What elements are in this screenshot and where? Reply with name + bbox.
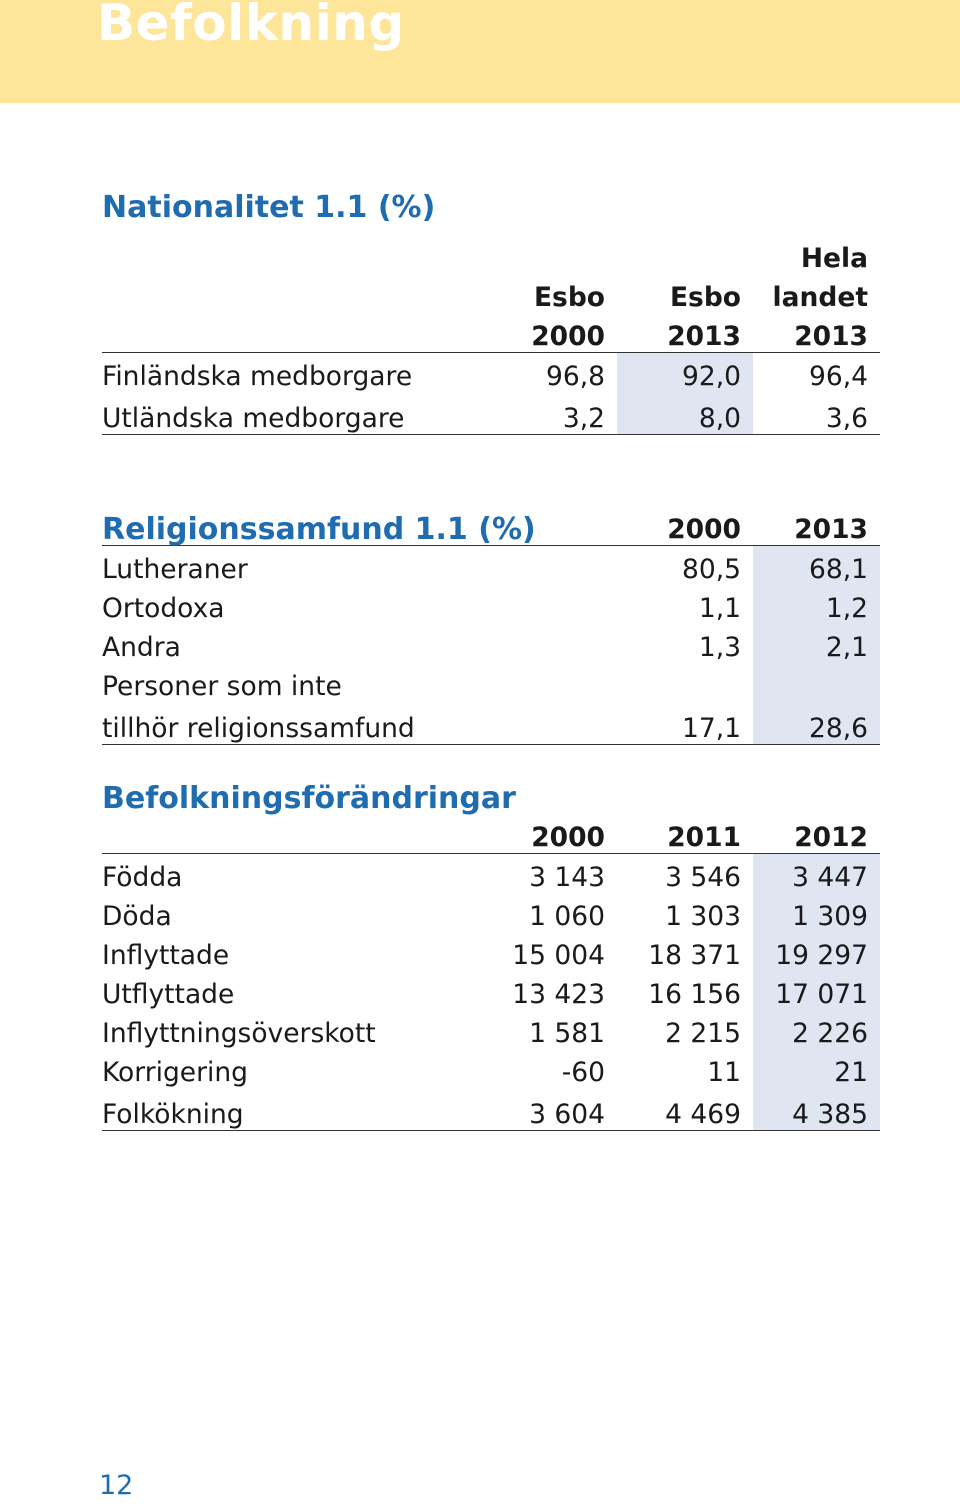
cell-value: 80,5: [681, 554, 741, 585]
religion-heading: Religionssamfund 1.1 (%): [102, 512, 536, 547]
row-label: Andra: [102, 632, 181, 663]
row-label-cont: tillhör religionssamfund: [102, 713, 415, 744]
table-row: Folkökning 3 604 4 469 4 385: [102, 1088, 880, 1131]
cell-value: 1,1: [698, 593, 741, 624]
header-row-1: Hela: [102, 235, 880, 274]
cell-value: 1 309: [753, 893, 880, 932]
row-label: Lutheraner: [102, 554, 248, 585]
cell-value: 15 004: [512, 940, 605, 971]
cell-value: 8,0: [617, 392, 753, 435]
cell-value: 1,2: [753, 585, 880, 624]
cell-value: 4 469: [665, 1099, 741, 1130]
cell-value: 92,0: [617, 352, 753, 392]
table-row: Döda 1 060 1 303 1 309: [102, 893, 880, 932]
col-header-year: 2013: [794, 321, 868, 352]
table-row: Utflyttade 13 423 16 156 17 071: [102, 971, 880, 1010]
cell-value: 19 297: [753, 932, 880, 971]
cell-value: -60: [561, 1057, 605, 1088]
cell-value: 2 215: [665, 1018, 741, 1049]
col-header-line2: Esbo: [669, 282, 741, 313]
cell-value: 16 156: [648, 979, 741, 1010]
population-change-heading: Befolkningsförändringar: [102, 781, 516, 816]
cell-value: 2 226: [753, 1010, 880, 1049]
population-change-section: Befolkningsförändringar 2000 2011 2012 F…: [102, 784, 880, 1131]
row-label: Födda: [102, 862, 183, 893]
col-header-line1: [454, 235, 617, 274]
table-row: Inflyttningsöverskott 1 581 2 215 2 226: [102, 1010, 880, 1049]
row-label: Inflyttade: [102, 940, 230, 971]
cell-value: 3,2: [562, 403, 605, 434]
cell-value: 1,3: [698, 632, 741, 663]
cell-value: 17,1: [681, 713, 741, 744]
religion-section: Religionssamfund 1.1 (%) 2000 2013 Luthe…: [102, 506, 880, 745]
table-row: Personer som inte: [102, 663, 880, 702]
col-header-year: 2013: [667, 321, 741, 352]
table-row: Utländska medborgare 3,2 8,0 3,6: [102, 392, 880, 435]
cell-value: 13 423: [512, 979, 605, 1010]
page-title: Befolkning: [97, 0, 405, 52]
cell-value: 21: [753, 1049, 880, 1088]
table-row: Korrigering -60 11 21: [102, 1049, 880, 1088]
cell-value: 11: [707, 1057, 741, 1088]
cell-value: 96,8: [545, 361, 605, 392]
cell-value: 3,6: [825, 403, 868, 434]
header-banner: Befolkning: [0, 0, 960, 103]
table-row: Födda 3 143 3 546 3 447: [102, 853, 880, 893]
header-row-3: 2000 2013 2013: [102, 313, 880, 353]
col-header-line2: landet: [772, 282, 868, 313]
col-header-year: 2011: [667, 822, 741, 853]
nationality-table: Hela Esbo Esbo landet 2000 2013 2013 Fin…: [102, 235, 880, 435]
table-row: Lutheraner 80,5 68,1: [102, 545, 880, 585]
cell-value: 17 071: [753, 971, 880, 1010]
cell-value: 68,1: [753, 545, 880, 585]
row-label: Korrigering: [102, 1057, 248, 1088]
header-row: 2000 2011 2012: [102, 814, 880, 854]
col-header-year: 2012: [794, 822, 868, 853]
cell-value: 1 060: [529, 901, 605, 932]
col-header-line2: Esbo: [533, 282, 605, 313]
col-header-year: 2013: [794, 514, 868, 545]
page-number: 12: [99, 1470, 134, 1501]
col-header-line1: Hela: [800, 243, 868, 274]
table-row: Ortodoxa 1,1 1,2: [102, 585, 880, 624]
nationality-section: Nationalitet 1.1 (%) Hela Esbo Esbo land…: [102, 193, 880, 435]
population-change-table: 2000 2011 2012 Födda 3 143 3 546 3 447 D…: [102, 814, 880, 1131]
nationality-heading: Nationalitet 1.1 (%): [102, 190, 436, 225]
col-header-line1: [617, 235, 753, 274]
cell-value: 96,4: [808, 361, 868, 392]
row-label: Utländska medborgare: [102, 403, 405, 434]
cell-value: 3 447: [753, 853, 880, 893]
cell-value: 28,6: [753, 702, 880, 745]
cell-value: 3 604: [529, 1099, 605, 1130]
table-row: Finländska medborgare 96,8 92,0 96,4: [102, 352, 880, 392]
row-label: Personer som inte: [102, 671, 342, 702]
cell-value: 1 303: [665, 901, 741, 932]
header-row: Religionssamfund 1.1 (%) 2000 2013: [102, 506, 880, 546]
row-label: Inflyttningsöverskott: [102, 1018, 376, 1049]
row-label: Ortodoxa: [102, 593, 225, 624]
religion-table: Religionssamfund 1.1 (%) 2000 2013 Luthe…: [102, 506, 880, 745]
cell-value: 2,1: [753, 624, 880, 663]
cell-value: 4 385: [753, 1088, 880, 1131]
cell-value: 3 546: [665, 862, 741, 893]
row-label: Finländska medborgare: [102, 361, 413, 392]
cell-value: 1 581: [529, 1018, 605, 1049]
col-header-year: 2000: [531, 822, 605, 853]
cell-value: 3 143: [529, 862, 605, 893]
col-header-year: 2000: [531, 321, 605, 352]
row-label: Folkökning: [102, 1099, 244, 1130]
table-row: Inflyttade 15 004 18 371 19 297: [102, 932, 880, 971]
table-row: tillhör religionssamfund 17,1 28,6: [102, 702, 880, 745]
col-header-year: 2000: [667, 514, 741, 545]
header-row-2: Esbo Esbo landet: [102, 274, 880, 313]
cell-value: 18 371: [648, 940, 741, 971]
table-row: Andra 1,3 2,1: [102, 624, 880, 663]
row-label: Döda: [102, 901, 172, 932]
row-label: Utflyttade: [102, 979, 235, 1010]
